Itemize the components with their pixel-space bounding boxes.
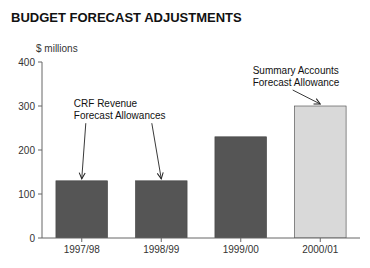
annotation-arrow: [152, 123, 161, 179]
x-tick: [240, 238, 241, 242]
bar: [215, 137, 267, 238]
x-tick: [81, 238, 82, 242]
x-tick-label: 1999/00: [223, 244, 260, 255]
annotation: CRF RevenueForecast Allowances: [74, 98, 166, 121]
y-tick-label: 100: [18, 189, 35, 200]
bars: [56, 106, 346, 238]
x-tick-label: 2000/01: [302, 244, 339, 255]
x-tick: [320, 238, 321, 242]
annotation-arrow: [293, 90, 321, 104]
y-axis-label: $ millions: [36, 43, 78, 54]
y-tick: [38, 238, 42, 239]
bar: [56, 181, 108, 238]
x-tick-label: 1998/99: [143, 244, 180, 255]
bar: [294, 106, 346, 238]
annotation: Summary AccountsForecast Allowance: [253, 65, 340, 88]
y-tick: [38, 194, 42, 195]
y-tick: [38, 106, 42, 107]
y-tick-label: 0: [29, 233, 35, 244]
chart: BUDGET FORECAST ADJUSTMENTS $ millions 0 10…: [0, 0, 370, 268]
x-tick-label: 1997/98: [64, 244, 101, 255]
y-tick: [38, 150, 42, 151]
y-tick: [38, 62, 42, 63]
title: BUDGET FORECAST ADJUSTMENTS: [11, 10, 242, 25]
y-tick-label: 400: [18, 57, 35, 68]
bar: [135, 181, 187, 238]
y-tick-label: 300: [18, 101, 35, 112]
x-tick: [161, 238, 162, 242]
annotation-arrow: [82, 123, 86, 179]
y-tick-label: 200: [18, 145, 35, 156]
y-axis: [42, 62, 43, 238]
x-axis: [42, 238, 360, 239]
